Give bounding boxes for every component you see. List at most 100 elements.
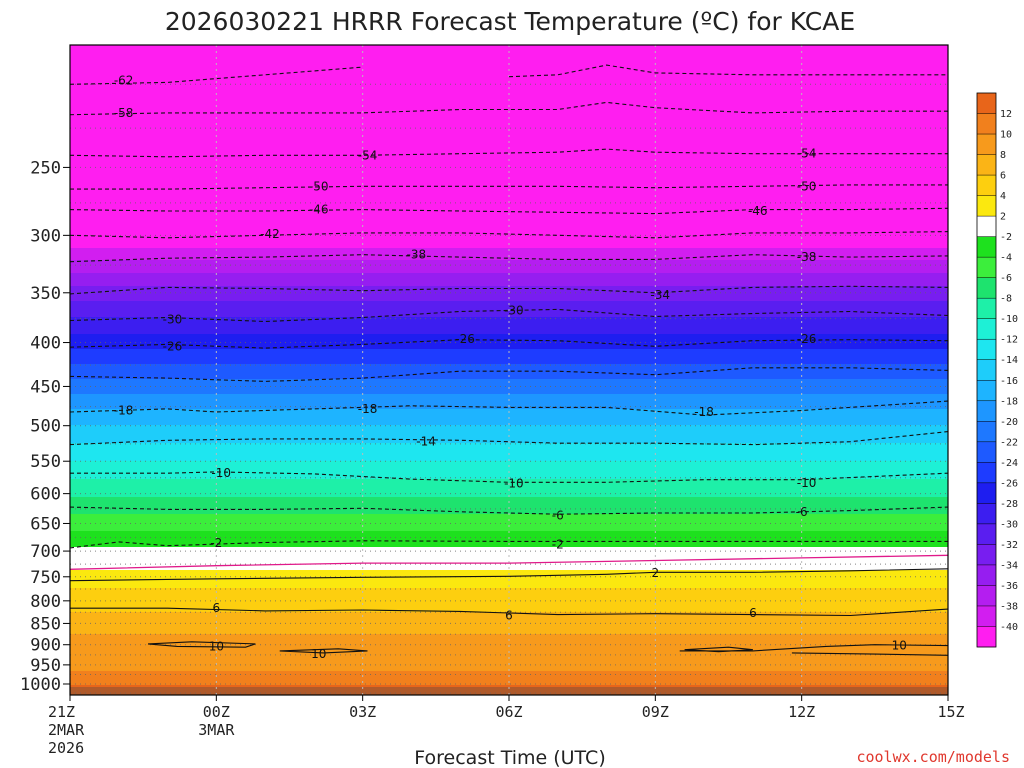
colorbar-tick-label: -28 [1000, 499, 1018, 510]
isotherm-label: -10 [504, 477, 524, 491]
x-tick-label: 00Z [203, 703, 230, 721]
colorbar-swatch [977, 113, 996, 135]
isotherm-label: -6 [552, 508, 564, 522]
isotherm-label: -38 [797, 250, 817, 264]
temperature-band [70, 443, 948, 461]
isotherm-label: 6 [505, 608, 513, 622]
isotherm-label: -34 [650, 288, 670, 302]
isotherm-line [70, 400, 948, 416]
colorbar-tick-label: -22 [1000, 437, 1018, 448]
isotherm-label: -46 [748, 204, 768, 218]
y-tick-label: 650 [30, 514, 61, 534]
isotherm-label: -18 [358, 402, 378, 416]
colorbar-tick-label: -20 [1000, 417, 1018, 428]
temperature-band [70, 394, 948, 409]
isotherm-label: -26 [455, 332, 475, 346]
temperature-band [70, 379, 948, 394]
colorbar-swatch [977, 503, 996, 525]
colorbar-swatch [977, 564, 996, 586]
colorbar-swatch [977, 154, 996, 176]
colorbar-tick-label: -8 [1000, 294, 1012, 305]
isotherm-label: -38 [407, 248, 427, 262]
colorbar-swatch [977, 482, 996, 504]
isotherm-label: 6 [749, 606, 757, 620]
isotherm-line [70, 607, 948, 617]
isotherm-line [70, 568, 948, 582]
isotherm-label: 6 [213, 601, 221, 615]
colorbar-swatch [977, 421, 996, 443]
colorbar-swatch [977, 585, 996, 607]
y-tick-label: 800 [30, 592, 61, 612]
isotherm-label: 10 [892, 639, 907, 653]
x-tick-label: 09Z [642, 703, 669, 721]
y-tick-label: 300 [30, 226, 61, 246]
colorbar-swatch [977, 257, 996, 278]
colorbar-swatch [977, 359, 996, 381]
isotherm-label: 2 [652, 566, 660, 580]
colorbar-tick-label: -30 [1000, 519, 1018, 530]
isotherm-line [70, 506, 948, 515]
colorbar-swatch [977, 626, 996, 648]
isotherm-label: -14 [416, 435, 436, 449]
y-tick-label: 400 [30, 334, 61, 354]
y-tick-label: 950 [30, 656, 61, 676]
y-tick-label: 750 [30, 568, 61, 588]
isotherm-label: 10 [209, 639, 224, 653]
temperature-band [70, 671, 948, 685]
colorbar-tick-label: -2 [1000, 232, 1012, 243]
isotherm-line [70, 207, 948, 215]
x-tick-label: 2MAR [48, 721, 85, 739]
colorbar-swatch [977, 544, 996, 566]
isotherm-line [70, 554, 948, 570]
colorbar-swatch [977, 523, 996, 545]
colorbar-swatch [977, 175, 996, 196]
isotherm-line [508, 64, 948, 78]
isotherm-label: -50 [797, 179, 817, 193]
temperature-band [70, 286, 948, 301]
isotherm-label: -30 [163, 312, 183, 326]
colorbar-swatch [977, 236, 996, 258]
isotherm-line [684, 646, 753, 653]
colorbar-tick-label: -16 [1000, 376, 1018, 387]
y-tick-label: 1000 [20, 675, 61, 695]
temperature-band [70, 425, 948, 443]
colorbar-tick-label: -26 [1000, 478, 1018, 489]
isotherm-line [70, 471, 948, 483]
colorbar-tick-label: -12 [1000, 335, 1018, 346]
isotherm-line [70, 254, 948, 263]
colorbar-tick-label: -4 [1000, 253, 1012, 264]
y-tick-label: 500 [30, 417, 61, 437]
y-tick-label: 250 [30, 158, 61, 178]
isotherm-line [70, 184, 948, 190]
isotherm-line [279, 648, 368, 654]
isotherm-line [70, 148, 948, 158]
colorbar-tick-label: -36 [1000, 581, 1018, 592]
y-tick-label: 700 [30, 542, 61, 562]
isotherm-label: -2 [210, 536, 222, 550]
colorbar-swatch [977, 318, 996, 340]
colorbar-tick-label: -10 [1000, 314, 1018, 325]
y-tick-label: 850 [30, 614, 61, 634]
colorbar-swatch [977, 441, 996, 463]
temperature-band [70, 364, 948, 379]
isotherm-label: -30 [504, 303, 524, 317]
isotherm-label: -18 [694, 405, 714, 419]
colorbar-swatch [977, 380, 996, 402]
temperature-band [70, 497, 948, 514]
y-tick-label: 550 [30, 452, 61, 472]
x-tick-label: 3MAR [198, 721, 235, 739]
colorbar-frame [976, 92, 997, 648]
temperature-band [70, 685, 948, 687]
x-tick-label: 2026 [48, 739, 84, 757]
y-tick-label: 450 [30, 377, 61, 397]
colorbar-swatch [977, 216, 996, 237]
isotherm-label: -26 [797, 332, 817, 346]
y-tick-label: 600 [30, 485, 61, 505]
y-tick-label: 350 [30, 284, 61, 304]
colorbar-tick-label: 10 [1000, 130, 1012, 141]
temperature-band [70, 461, 948, 479]
temperature-band [70, 334, 948, 349]
colorbar-tick-label: -24 [1000, 458, 1018, 469]
isotherm-line [70, 231, 948, 239]
